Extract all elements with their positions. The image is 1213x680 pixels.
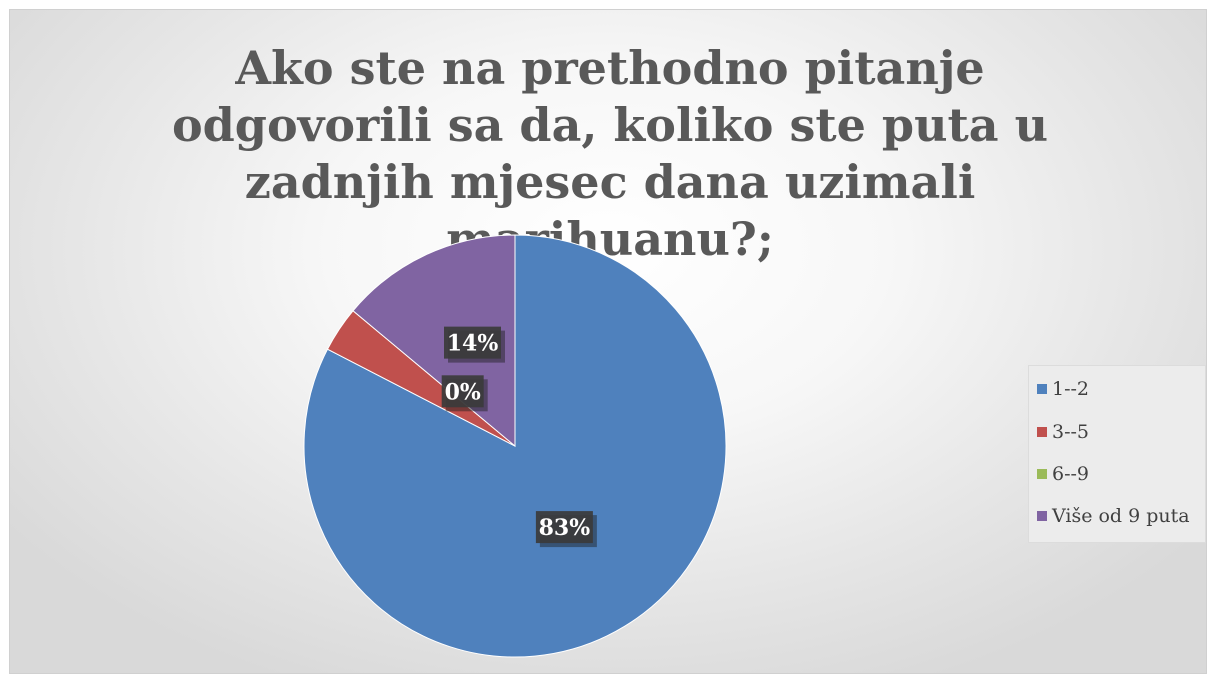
data-label-text: 14% xyxy=(447,331,499,357)
pie-chart: 83% 0% 14% xyxy=(303,234,727,658)
legend-item-6-9: 6--9 xyxy=(1037,463,1089,485)
legend-swatch xyxy=(1037,469,1047,479)
legend-swatch xyxy=(1037,511,1047,521)
legend-label: Više od 9 puta xyxy=(1052,505,1190,527)
data-label-1-2: 83% xyxy=(535,511,597,548)
legend-label: 6--9 xyxy=(1052,463,1090,485)
chart-title: Ako ste na prethodno pitanje odgovorili … xyxy=(171,41,1049,266)
legend-label: 3--5 xyxy=(1052,421,1090,443)
chart-area: Ako ste na prethodno pitanje odgovorili … xyxy=(9,9,1207,674)
data-label-text: 83% xyxy=(539,515,591,541)
legend-item-vise-od-9-puta: Više od 9 puta xyxy=(1037,505,1190,527)
data-label-3-5: 0% xyxy=(441,375,488,412)
legend-swatch xyxy=(1037,384,1047,394)
legend-label: 1--2 xyxy=(1052,378,1090,400)
legend-item-3-5: 3--5 xyxy=(1037,421,1089,443)
data-label-vise-od-9-puta: 14% xyxy=(444,326,506,363)
legend-swatch xyxy=(1037,427,1047,437)
legend: 1--2 3--5 6--9 Više od 9 puta xyxy=(1028,365,1206,543)
legend-item-1-2: 1--2 xyxy=(1037,378,1089,400)
data-label-text: 0% xyxy=(445,379,481,405)
